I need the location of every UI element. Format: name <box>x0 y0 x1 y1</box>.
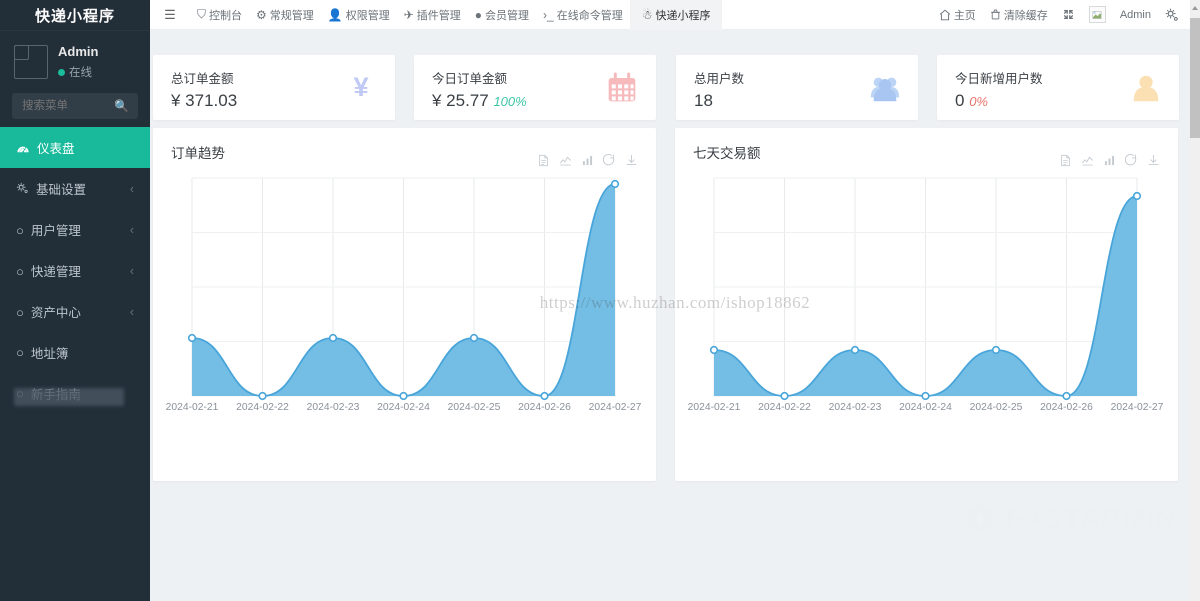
svg-text:2024-02-27: 2024-02-27 <box>1111 402 1164 413</box>
svg-text:2024-02-22: 2024-02-22 <box>236 402 289 413</box>
svg-text:2024-02-23: 2024-02-23 <box>829 402 882 413</box>
svg-text:2024-02-26: 2024-02-26 <box>518 402 571 413</box>
svg-text:2024-02-23: 2024-02-23 <box>307 402 360 413</box>
svg-text:2024-02-21: 2024-02-21 <box>166 402 219 413</box>
svg-text:2024-02-26: 2024-02-26 <box>1040 402 1093 413</box>
svg-text:¥: ¥ <box>353 72 368 102</box>
svg-text:2024-02-21: 2024-02-21 <box>688 402 741 413</box>
svg-text:2024-02-25: 2024-02-25 <box>970 402 1023 413</box>
svg-text:2024-02-24: 2024-02-24 <box>899 402 952 413</box>
svg-text:2024-02-24: 2024-02-24 <box>377 402 430 413</box>
svg-text:2024-02-25: 2024-02-25 <box>448 402 501 413</box>
svg-text:2024-02-22: 2024-02-22 <box>758 402 811 413</box>
svg-text:2024-02-27: 2024-02-27 <box>589 402 642 413</box>
